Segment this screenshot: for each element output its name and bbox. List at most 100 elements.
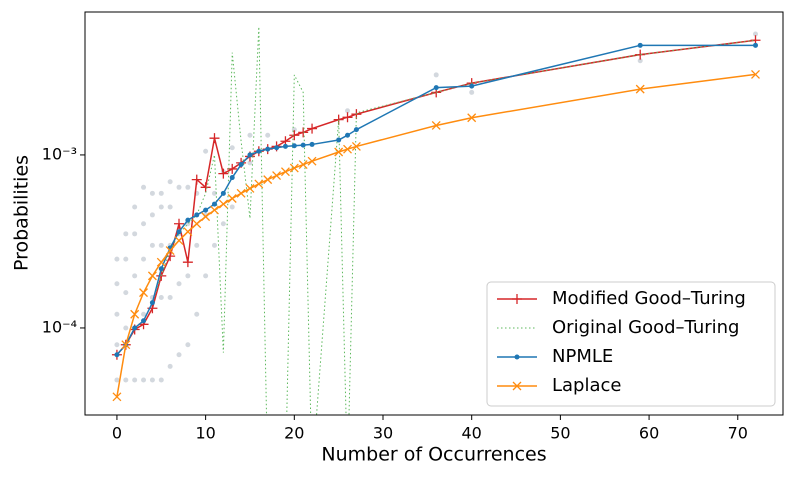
marker <box>343 144 352 154</box>
x-tick-label: 70 <box>728 424 748 443</box>
marker <box>265 146 271 152</box>
y-tick-label: 10⁻³ <box>42 144 77 163</box>
observation-point <box>637 58 643 64</box>
observation-point <box>149 190 155 196</box>
marker <box>200 182 211 193</box>
observation-point <box>176 352 182 358</box>
observation-point <box>141 377 147 383</box>
legend-label: NPMLE <box>552 346 613 367</box>
marker <box>194 212 200 218</box>
marker <box>114 352 120 358</box>
marker <box>176 229 182 235</box>
marker <box>112 392 122 402</box>
observation-point <box>123 325 129 331</box>
marker <box>218 168 229 179</box>
observation-point <box>167 294 173 300</box>
observation-point <box>185 184 191 190</box>
marker <box>149 300 155 306</box>
marker <box>182 257 193 268</box>
marker <box>245 184 255 193</box>
y-axis-label: Probabilities <box>11 155 33 271</box>
marker <box>467 113 477 123</box>
marker <box>220 190 226 196</box>
observation-point <box>247 132 253 138</box>
marker <box>751 69 760 79</box>
marker <box>282 143 288 149</box>
marker <box>256 148 262 154</box>
marker <box>185 217 191 223</box>
observation-point <box>114 256 120 262</box>
y-tick-label: 10⁻⁴ <box>42 317 77 336</box>
observation-point <box>345 108 351 114</box>
series-line <box>116 26 756 415</box>
legend-label: Laplace <box>552 375 622 396</box>
x-tick-label: 10 <box>195 424 215 443</box>
marker <box>289 163 299 173</box>
observation-point <box>149 212 155 218</box>
observation-point <box>194 242 200 248</box>
marker <box>351 141 361 151</box>
observation-point <box>114 311 120 317</box>
marker <box>263 175 273 185</box>
plot-area <box>111 26 761 415</box>
marker <box>218 199 228 209</box>
observation-point <box>229 145 235 151</box>
observation-point <box>176 281 182 287</box>
legend-label: Original Good–Turing <box>552 317 739 338</box>
legend-marker <box>512 294 522 304</box>
marker <box>236 188 246 198</box>
observation-point <box>167 363 173 369</box>
marker <box>211 201 217 207</box>
marker <box>298 127 309 138</box>
axes-frame <box>84 11 784 416</box>
marker <box>291 143 297 149</box>
x-axis-label: Number of Occurrences <box>321 444 546 466</box>
marker <box>272 171 282 181</box>
marker <box>334 147 344 157</box>
legend-label: Modified Good–Turing <box>552 288 746 309</box>
observation-point <box>469 89 475 95</box>
observation-point <box>185 273 191 279</box>
observation-point <box>167 179 173 185</box>
marker <box>431 121 441 130</box>
marker <box>201 212 211 222</box>
observation-point <box>753 31 759 37</box>
observation-point <box>141 256 147 262</box>
x-tick-label: 30 <box>373 424 393 443</box>
observation-point <box>158 294 164 300</box>
marker <box>353 127 359 133</box>
marker <box>156 257 166 267</box>
observation-point <box>265 132 271 138</box>
marker <box>309 141 315 147</box>
marker <box>121 340 131 350</box>
marker <box>183 227 193 237</box>
observation-point <box>123 256 129 262</box>
observation-point <box>141 221 147 227</box>
marker <box>147 271 157 281</box>
marker <box>280 167 290 177</box>
marker <box>753 42 759 48</box>
x-tick-label: 0 <box>112 424 122 443</box>
marker <box>345 132 351 138</box>
marker <box>139 288 148 298</box>
observation-point <box>211 242 217 248</box>
observation-point <box>211 190 217 196</box>
observation-point <box>158 377 164 383</box>
observation-point <box>149 242 155 248</box>
x-tick-label: 20 <box>284 424 304 443</box>
marker <box>336 137 342 143</box>
legend-marker <box>514 354 520 360</box>
marker <box>433 85 439 91</box>
observation-point <box>132 377 138 383</box>
marker <box>300 142 306 148</box>
marker <box>229 175 235 181</box>
marker <box>174 218 185 229</box>
marker <box>635 84 645 94</box>
observation-point <box>229 204 235 210</box>
observation-point <box>149 377 155 383</box>
observation-point <box>158 242 164 248</box>
observation-point <box>167 204 173 210</box>
observation-point <box>123 231 129 237</box>
marker <box>210 205 219 215</box>
